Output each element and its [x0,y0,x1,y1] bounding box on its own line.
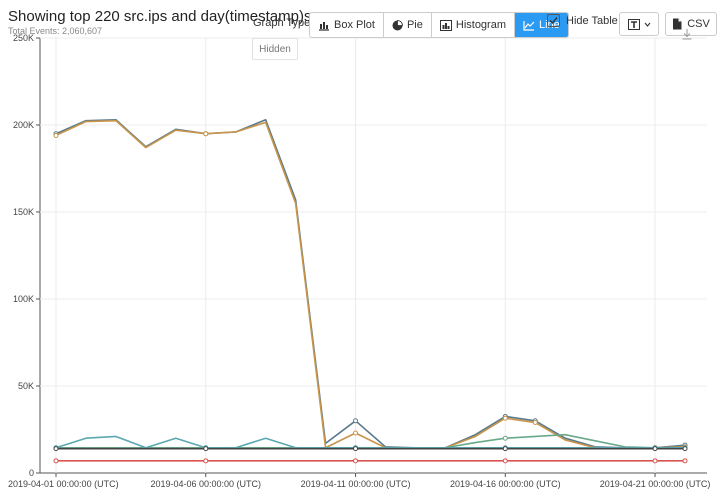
font-size-dropdown[interactable] [619,12,659,36]
pie-button[interactable]: Pie [384,13,432,37]
box-plot-icon [319,21,329,31]
line-label: Line [539,19,560,31]
total-events: Total Events: 2,060,607 [8,26,103,36]
file-icon [673,18,682,30]
hide-table-label: Hide Table [566,14,618,27]
y-tick-label: 0 [29,468,34,478]
data-point[interactable] [353,430,359,436]
data-point[interactable] [353,418,359,424]
data-point[interactable] [203,446,209,452]
histogram-icon [439,19,452,31]
x-tick-label: 2019-04-06 00:00:00 (UTC) [150,479,261,489]
pie-label: Pie [406,19,423,31]
series-5 [53,458,688,464]
data-point[interactable] [682,458,688,464]
page-title: Showing top 220 src.ips and day(timestam… [8,8,312,25]
x-tick-label: 2019-04-11 00:00:00 (UTC) [301,479,411,489]
x-tick-label: 2019-04-21 00:00:00 (UTC) [600,479,711,489]
data-point[interactable] [502,415,508,421]
data-point[interactable] [353,446,359,452]
line-chart-icon [523,20,535,31]
series-0 [53,118,688,451]
series-line [55,118,686,449]
data-point[interactable] [203,131,209,137]
y-tick-label: 150K [13,207,34,217]
csv-label: CSV [687,18,710,30]
data-point[interactable] [502,446,508,452]
series-4 [53,446,688,452]
data-point[interactable] [53,446,59,452]
series-line [55,119,686,449]
check-icon [549,17,558,25]
chevron-down-icon [644,22,650,27]
csv-export-button[interactable]: CSV [665,12,717,36]
data-point[interactable] [652,446,658,452]
series-line [55,435,685,449]
line-button[interactable]: Line [515,13,568,37]
pie-icon [392,19,403,30]
hide-table-checkbox[interactable] [547,14,560,27]
data-point[interactable] [353,458,359,464]
data-point[interactable] [532,420,538,426]
hidden-tooltip: Hidden [252,38,298,60]
x-tick-label: 2019-04-16 00:00:00 (UTC) [450,479,561,489]
histogram-button[interactable]: Histogram [432,13,515,37]
y-tick-label: 50K [18,381,34,391]
data-point[interactable] [203,458,209,464]
y-tick-label: 200K [13,120,34,130]
histogram-label: Histogram [455,19,506,31]
data-point[interactable] [652,458,658,464]
data-point[interactable] [502,458,508,464]
text-size-icon [627,18,640,30]
series-1 [53,119,688,451]
download-icon[interactable] [681,28,693,40]
data-point[interactable] [53,458,59,464]
x-tick-label: 2019-04-01 00:00:00 (UTC) [8,479,119,489]
box-plot-button[interactable]: Box Plot [310,13,384,37]
box-plot-label: Box Plot [334,19,375,31]
data-point[interactable] [682,446,688,452]
y-tick-label: 250K [13,33,34,43]
y-tick-label: 100K [13,294,34,304]
data-point[interactable] [502,435,508,441]
hide-table-toggle[interactable]: Hide Table [547,14,618,27]
data-point[interactable] [53,132,59,138]
graph-type-label: Graph Type [253,17,311,29]
graph-type-group: Box Plot Pie Histogram Line [309,12,569,38]
